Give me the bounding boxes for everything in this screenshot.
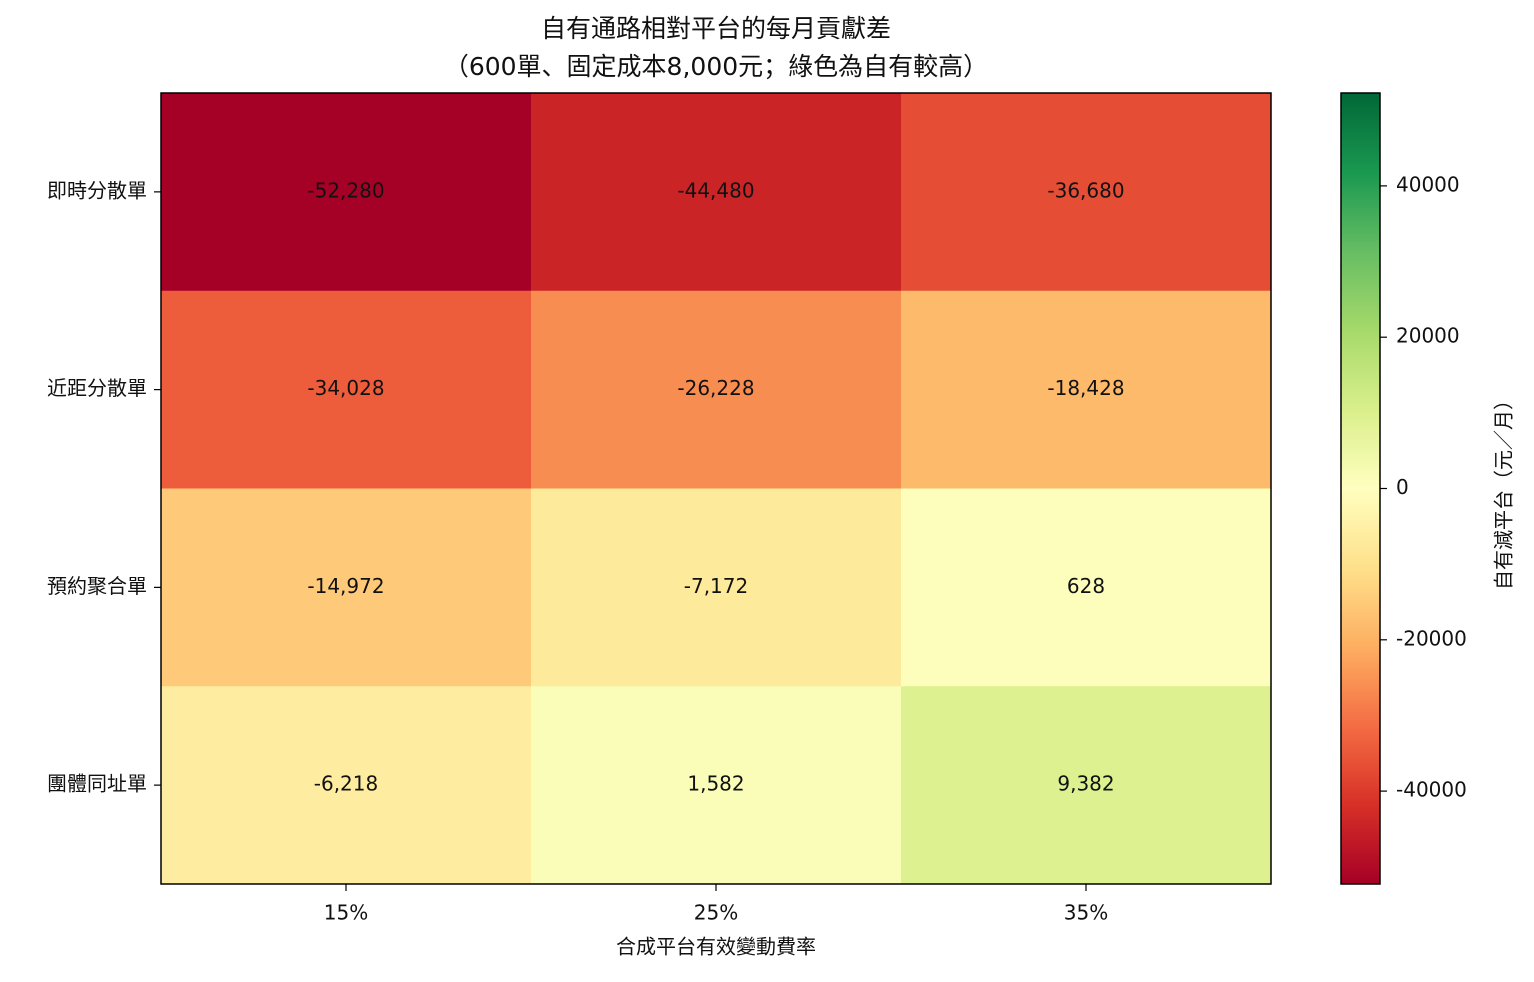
cell-label: -44,480 bbox=[677, 178, 754, 202]
y-tick-label: 團體同址單 bbox=[47, 772, 147, 796]
colorbar-tick-label: 40000 bbox=[1396, 172, 1460, 196]
heatmap-cell bbox=[531, 686, 902, 885]
heatmap-cell bbox=[901, 488, 1272, 687]
heatmap-cell bbox=[531, 488, 902, 687]
cell-label: -14,972 bbox=[307, 574, 384, 598]
cell-label: 9,382 bbox=[1057, 772, 1114, 796]
heatmap-cell bbox=[161, 488, 532, 687]
chart-subtitle: （600單、固定成本8,000元；綠色為自有較高） bbox=[444, 52, 988, 81]
y-tick-label: 預約聚合單 bbox=[47, 574, 147, 598]
colorbar-tick-label: -40000 bbox=[1396, 778, 1467, 802]
cell-label: -18,428 bbox=[1047, 376, 1124, 400]
heatmap-cell bbox=[161, 686, 532, 885]
y-tick-label: 即時分散單 bbox=[47, 178, 147, 202]
y-tick-label: 近距分散單 bbox=[47, 376, 147, 400]
cell-label: -36,680 bbox=[1047, 178, 1124, 202]
cell-label: -6,218 bbox=[314, 772, 378, 796]
heatmap-cell bbox=[531, 290, 902, 489]
chart-title: 自有通路相對平台的每月貢獻差 bbox=[541, 14, 891, 43]
cell-label: -52,280 bbox=[307, 178, 384, 202]
colorbar-tick-label: 0 bbox=[1396, 475, 1409, 499]
heatmap-cell bbox=[161, 290, 532, 489]
cell-label: 1,582 bbox=[687, 772, 744, 796]
heatmap-cell bbox=[901, 93, 1272, 292]
cell-label: -34,028 bbox=[307, 376, 384, 400]
x-axis-label: 合成平台有效變動費率 bbox=[616, 935, 816, 959]
cell-label: -26,228 bbox=[677, 376, 754, 400]
heatmap-cell bbox=[901, 290, 1272, 489]
heatmap-cell bbox=[901, 686, 1272, 885]
colorbar-tick-label: 20000 bbox=[1396, 324, 1460, 348]
colorbar-label: 自有減平台（元／月） bbox=[1492, 390, 1516, 590]
x-tick-label: 15% bbox=[324, 901, 368, 925]
cell-label: -7,172 bbox=[684, 574, 748, 598]
cell-label: 628 bbox=[1067, 574, 1105, 598]
heatmap-cell bbox=[161, 93, 532, 292]
x-tick-label: 35% bbox=[1064, 901, 1108, 925]
colorbar bbox=[1340, 92, 1381, 885]
colorbar-tick-label: -20000 bbox=[1396, 626, 1467, 650]
x-tick-label: 25% bbox=[694, 901, 738, 925]
heatmap-cell bbox=[531, 93, 902, 292]
